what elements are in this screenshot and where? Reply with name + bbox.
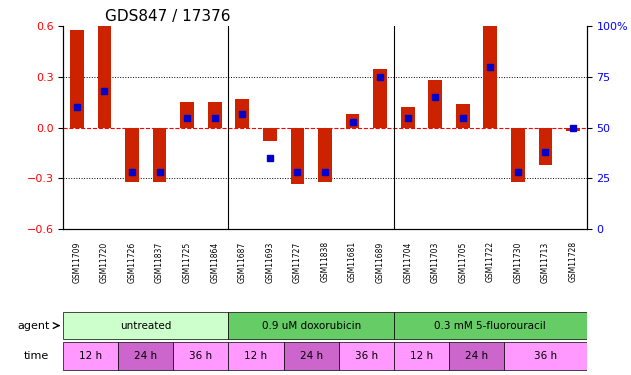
FancyBboxPatch shape	[228, 312, 394, 339]
Bar	[70, 30, 84, 128]
FancyBboxPatch shape	[283, 342, 339, 370]
Bar	[483, 26, 497, 128]
FancyBboxPatch shape	[118, 342, 174, 370]
Text: GSM11689: GSM11689	[375, 242, 384, 283]
Bar	[511, 128, 525, 182]
Bar	[456, 104, 469, 128]
Text: 12 h: 12 h	[79, 351, 102, 361]
Text: 0.9 uM doxorubicin: 0.9 uM doxorubicin	[262, 321, 361, 331]
Text: GSM11725: GSM11725	[182, 242, 192, 283]
Text: time: time	[24, 351, 49, 361]
Text: GSM11703: GSM11703	[431, 242, 440, 283]
Text: GSM11709: GSM11709	[73, 242, 81, 283]
Text: 36 h: 36 h	[534, 351, 557, 361]
Bar	[180, 102, 194, 128]
FancyBboxPatch shape	[174, 342, 228, 370]
Text: GSM11837: GSM11837	[155, 242, 164, 283]
Bar	[153, 128, 167, 182]
Bar	[235, 99, 249, 128]
Bar	[373, 69, 387, 128]
Text: GSM11713: GSM11713	[541, 242, 550, 283]
Text: 0.3 mM 5-fluorouracil: 0.3 mM 5-fluorouracil	[435, 321, 546, 331]
Text: GSM11693: GSM11693	[266, 242, 274, 283]
Bar	[346, 114, 360, 128]
Text: GSM11722: GSM11722	[486, 242, 495, 282]
Bar	[263, 128, 277, 141]
Text: GSM11704: GSM11704	[403, 242, 412, 283]
Text: GSM11728: GSM11728	[569, 242, 577, 282]
Text: GSM11687: GSM11687	[238, 242, 247, 283]
FancyBboxPatch shape	[394, 312, 587, 339]
FancyBboxPatch shape	[504, 342, 587, 370]
Bar	[401, 107, 415, 128]
FancyBboxPatch shape	[63, 342, 118, 370]
FancyBboxPatch shape	[394, 342, 449, 370]
Text: 24 h: 24 h	[134, 351, 157, 361]
Bar	[428, 80, 442, 128]
Text: GDS847 / 17376: GDS847 / 17376	[105, 9, 230, 24]
Text: 36 h: 36 h	[189, 351, 213, 361]
Text: 24 h: 24 h	[465, 351, 488, 361]
Text: 36 h: 36 h	[355, 351, 378, 361]
Text: 12 h: 12 h	[244, 351, 268, 361]
Bar	[98, 26, 111, 128]
Bar	[318, 128, 332, 182]
Text: GSM11681: GSM11681	[348, 242, 357, 282]
FancyBboxPatch shape	[228, 342, 283, 370]
Text: untreated: untreated	[120, 321, 172, 331]
Text: GSM11705: GSM11705	[458, 242, 468, 283]
Bar	[566, 128, 580, 131]
Text: GSM11727: GSM11727	[293, 242, 302, 283]
FancyBboxPatch shape	[449, 342, 504, 370]
Text: 12 h: 12 h	[410, 351, 433, 361]
Text: GSM11864: GSM11864	[210, 242, 219, 283]
Bar	[208, 102, 221, 128]
FancyBboxPatch shape	[339, 342, 394, 370]
Bar	[290, 128, 304, 183]
Text: GSM11838: GSM11838	[321, 242, 329, 282]
Text: GSM11730: GSM11730	[514, 242, 522, 283]
Text: GSM11720: GSM11720	[100, 242, 109, 283]
Bar	[539, 128, 552, 165]
Text: agent: agent	[17, 321, 49, 331]
Bar	[125, 128, 139, 182]
Text: GSM11726: GSM11726	[127, 242, 136, 283]
Text: 24 h: 24 h	[300, 351, 322, 361]
FancyBboxPatch shape	[63, 312, 228, 339]
